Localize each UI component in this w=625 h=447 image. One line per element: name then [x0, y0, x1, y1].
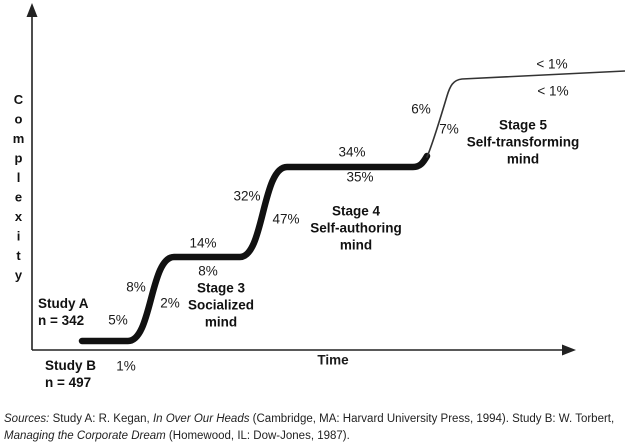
pct-study-b-stage3: 8%: [198, 263, 218, 279]
x-axis-arrow-icon: [562, 344, 576, 356]
study-b-name: Study B: [45, 358, 97, 373]
y-axis-label: Complexity: [11, 92, 26, 287]
pct-study-b-rise-stage4: 47%: [272, 211, 300, 227]
sources-seg2: (Cambridge, MA: Harvard University Press…: [249, 413, 615, 425]
pct-study-b-pre-stage3: 1%: [116, 358, 136, 374]
stage4-label-line2: Self-authoring: [310, 220, 402, 236]
pct-study-a-stage4: 34%: [338, 144, 366, 160]
stage5-curve-thin: [426, 70, 625, 158]
study-a-n: n = 342: [38, 313, 85, 328]
stage4-label-line3: mind: [339, 237, 373, 253]
pct-study-a-rise-stage3: 8%: [126, 279, 146, 295]
x-axis-label: Time: [317, 352, 349, 368]
sources-note: Sources: Study A: R. Kegan, In Over Our …: [4, 411, 620, 444]
stage3-label-line3: mind: [204, 314, 238, 330]
stage4-label: Stage 4 Self-authoring mind: [310, 203, 402, 254]
pct-study-b-rise-stage3: 2%: [160, 295, 180, 311]
study-b-label: Study B n = 497: [45, 357, 96, 391]
study-a-label: Study A n = 342: [38, 295, 89, 329]
pct-study-a-rise-stage4: 32%: [233, 188, 261, 204]
pct-study-a-stage3: 14%: [189, 235, 217, 251]
stage3-label: Stage 3 Socialized mind: [188, 280, 254, 331]
pct-study-a-stage5: < 1%: [536, 56, 568, 72]
study-b-n: n = 497: [45, 375, 92, 390]
pct-study-b-rise-stage5: 7%: [439, 121, 459, 137]
sources-prefix: Sources:: [4, 413, 50, 425]
stage5-label-line3: mind: [506, 151, 540, 167]
pct-study-a-rise-stage5: 6%: [411, 101, 431, 117]
pct-study-b-stage4: 35%: [346, 169, 374, 185]
stage5-label: Stage 5 Self-transforming mind: [467, 117, 580, 168]
stage5-label-line2: Self-transforming: [466, 134, 580, 150]
sources-seg1: Study A: R. Kegan,: [49, 413, 153, 425]
sources-book-title-1: In Over Our Heads: [152, 413, 250, 425]
main-curve-thick: [78, 152, 431, 345]
y-axis-arrow-icon: [26, 3, 38, 17]
pct-study-a-pre-stage3: 5%: [108, 312, 128, 328]
pct-study-b-stage5: < 1%: [537, 83, 569, 99]
sources-book-title-2: Managing the Corporate Dream: [4, 429, 166, 442]
study-a-name: Study A: [38, 296, 89, 311]
stage4-label-line1: Stage 4: [331, 203, 381, 219]
stage3-label-line2: Socialized: [187, 297, 255, 313]
stage5-label-line1: Stage 5: [498, 117, 548, 133]
sources-seg3: (Homewood, IL: Dow-Jones, 1987).: [165, 429, 350, 442]
stage3-label-line1: Stage 3: [196, 280, 246, 296]
